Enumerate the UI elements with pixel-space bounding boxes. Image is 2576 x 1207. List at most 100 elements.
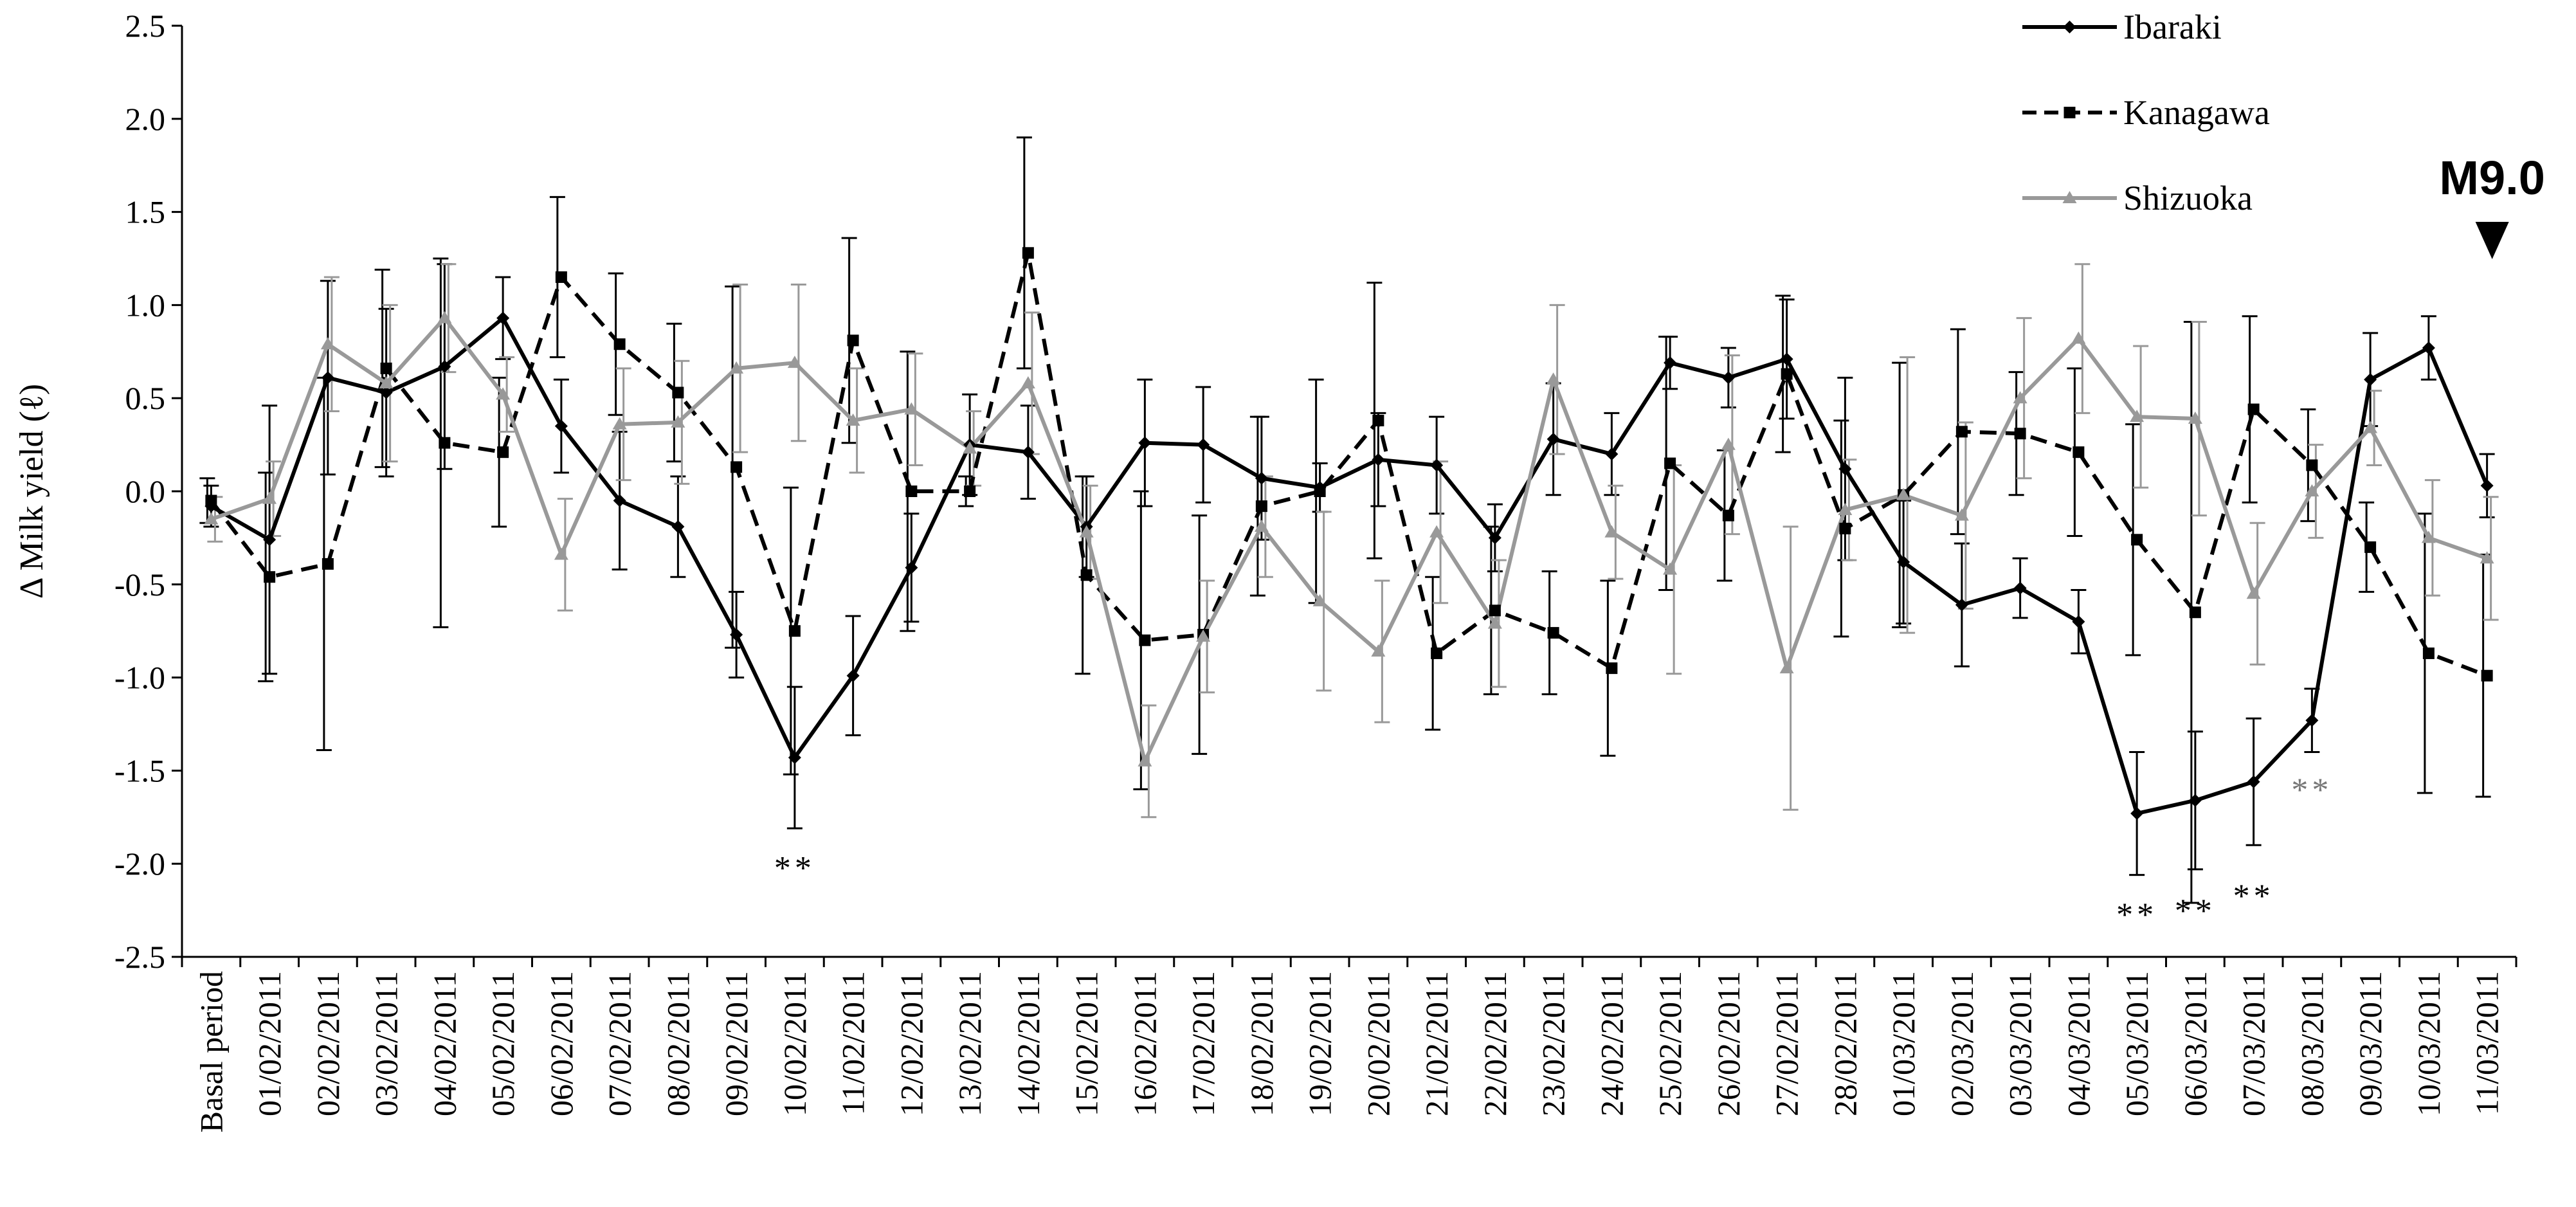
data-point-shizuoka: [1779, 661, 1794, 674]
data-point-ibaraki: [1430, 458, 1444, 472]
x-tick-label: 04/02/2011: [426, 971, 462, 1116]
data-point-ibaraki: [2422, 341, 2435, 355]
x-tick-label: 02/03/2011: [1944, 971, 1980, 1116]
data-point-kanagawa: [2481, 669, 2493, 682]
x-tick-label: 07/02/2011: [602, 971, 638, 1116]
data-point-ibaraki: [1372, 453, 1385, 466]
data-point-ibaraki: [1721, 371, 1735, 385]
y-tick-label: 0.5: [125, 380, 166, 416]
data-point-ibaraki: [2188, 794, 2202, 807]
data-point-shizuoka: [554, 547, 568, 560]
x-tick-label: 05/02/2011: [485, 971, 521, 1116]
data-point-ibaraki: [321, 371, 334, 385]
data-point-kanagawa: [788, 625, 801, 637]
data-point-kanagawa: [1606, 662, 1618, 675]
data-point-kanagawa: [1431, 647, 1443, 659]
y-tick-label: -2.0: [114, 846, 165, 882]
series-line-shizuoka: [210, 316, 2488, 763]
y-tick-label: 1.5: [125, 194, 166, 230]
data-point-shizuoka: [904, 402, 919, 415]
x-tick-label: 17/02/2011: [1185, 971, 1221, 1116]
data-point-kanagawa: [1664, 457, 1676, 469]
x-tick-label: 20/02/2011: [1360, 971, 1396, 1116]
significance-mark: **: [2291, 772, 2332, 808]
data-point-ibaraki: [1955, 598, 1968, 612]
data-point-kanagawa: [847, 334, 859, 347]
data-point-ibaraki: [554, 419, 568, 433]
data-point-shizuoka: [787, 356, 802, 368]
data-point-kanagawa: [2247, 403, 2260, 415]
significance-mark: **: [774, 850, 815, 887]
data-point-kanagawa: [2422, 647, 2435, 659]
legend-marker: [2063, 21, 2076, 33]
data-point-ibaraki: [438, 359, 451, 373]
y-tick-label: -0.5: [114, 567, 165, 603]
data-point-shizuoka: [1663, 562, 1678, 575]
data-point-kanagawa: [1489, 604, 1501, 617]
data-point-shizuoka: [496, 387, 511, 400]
x-tick-label: 06/03/2011: [2177, 971, 2213, 1116]
data-point-shizuoka: [1312, 594, 1327, 606]
data-point-shizuoka: [1896, 487, 1911, 500]
data-point-shizuoka: [729, 361, 744, 374]
data-point-ibaraki: [1255, 471, 1268, 485]
data-point-ibaraki: [1664, 356, 1677, 370]
significance-annotations: ** ** ** ** **: [774, 772, 2332, 933]
legend-label: Ibaraki: [2123, 8, 2222, 46]
x-tick-label: 01/03/2011: [1885, 971, 1921, 1116]
data-point-ibaraki: [2305, 714, 2319, 727]
x-tick-label: 22/02/2011: [1477, 971, 1513, 1116]
data-point-kanagawa: [1080, 569, 1093, 581]
data-point-shizuoka: [1020, 376, 1035, 389]
data-point-ibaraki: [2130, 807, 2144, 821]
x-tick-label: 24/02/2011: [1593, 971, 1629, 1116]
y-tick-label: 1.0: [125, 287, 166, 323]
data-point-kanagawa: [555, 271, 567, 283]
data-point-ibaraki: [2247, 775, 2260, 788]
data-point-kanagawa: [964, 486, 976, 497]
data-point-ibaraki: [263, 533, 277, 547]
x-tick-label: 21/02/2011: [1419, 971, 1455, 1116]
data-point-shizuoka: [1254, 520, 1269, 532]
y-tick-label: 0.0: [125, 473, 166, 509]
x-tick-label: 07/03/2011: [2236, 971, 2272, 1116]
x-tick-label: 13/02/2011: [952, 971, 988, 1116]
data-point-ibaraki: [788, 751, 801, 765]
x-tick-label: 09/03/2011: [2352, 971, 2388, 1116]
data-point-kanagawa: [1547, 627, 1559, 639]
x-tick-label: 10/02/2011: [777, 971, 813, 1116]
significance-mark: **: [2175, 893, 2216, 930]
significance-mark: **: [2116, 896, 2157, 933]
x-tick-label: 06/02/2011: [543, 971, 579, 1116]
earthquake-marker: M9.0: [2439, 151, 2545, 259]
data-point-ibaraki: [2013, 581, 2027, 595]
data-point-shizuoka: [1954, 508, 1969, 521]
x-tick-label: 01/02/2011: [251, 971, 287, 1116]
axes: 2.5 2.0 1.5 1.0 0.5 0.0 -0.5 -1.0 -1.5 -2.0 -2.5 Ba…: [14, 8, 2517, 1132]
data-point-shizuoka: [2480, 551, 2494, 564]
legend-marker: [2064, 107, 2076, 118]
x-tick-label: 03/02/2011: [368, 971, 404, 1116]
data-point-shizuoka: [262, 491, 277, 504]
data-point-ibaraki: [1138, 436, 1152, 449]
data-point-kanagawa: [2073, 446, 2085, 458]
data-point-kanagawa: [1781, 368, 1793, 380]
data-point-kanagawa: [1139, 634, 1151, 646]
series-line-ibaraki: [210, 316, 2489, 816]
x-tick-label: 02/02/2011: [310, 971, 346, 1116]
x-tick-label: 08/02/2011: [660, 971, 696, 1116]
y-tick-label: 2.0: [125, 101, 166, 137]
x-tick-label: 10/03/2011: [2411, 971, 2447, 1116]
series-lines: [209, 251, 2489, 816]
legend-item-kanagawa: Kanagawa: [2022, 93, 2270, 132]
data-point-kanagawa: [1255, 500, 1267, 513]
data-point-shizuoka: [320, 337, 335, 350]
legend-item-ibaraki: Ibaraki: [2022, 8, 2222, 46]
x-tick-label: 09/02/2011: [718, 971, 754, 1116]
data-point-shizuoka: [846, 413, 860, 426]
data-point-kanagawa: [2131, 534, 2143, 546]
data-point-shizuoka: [671, 415, 685, 428]
data-point-kanagawa: [1839, 522, 1851, 534]
data-point-kanagawa: [2306, 459, 2318, 471]
data-point-ibaraki: [613, 494, 626, 507]
